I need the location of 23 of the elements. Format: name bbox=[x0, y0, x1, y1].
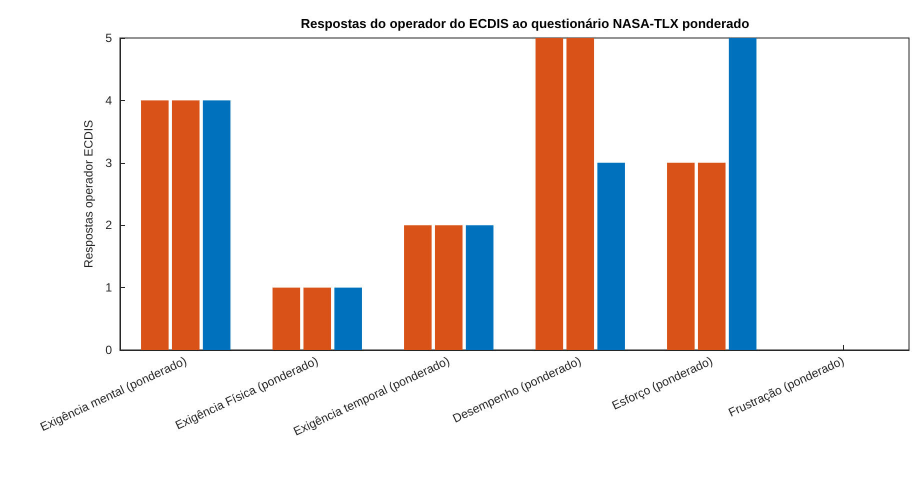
y-tick-label: 5 bbox=[105, 31, 112, 45]
bar bbox=[536, 38, 564, 350]
bar bbox=[272, 288, 300, 350]
bar bbox=[667, 162, 695, 350]
chart-title: Respostas do operador do ECDIS ao questionário NASA-TLX ponderado bbox=[300, 16, 750, 31]
y-tick-label: 1 bbox=[105, 280, 112, 295]
bar bbox=[202, 100, 230, 350]
bar bbox=[566, 38, 594, 350]
bar bbox=[728, 38, 756, 350]
bar bbox=[698, 162, 726, 350]
bar bbox=[404, 225, 432, 350]
bar bbox=[303, 288, 332, 350]
bar bbox=[434, 225, 463, 350]
y-axis-title: Respostas operador ECDIS bbox=[81, 120, 96, 268]
bar bbox=[466, 225, 494, 350]
bar bbox=[597, 162, 625, 350]
bar bbox=[141, 100, 169, 350]
y-tick-label: 4 bbox=[105, 93, 112, 108]
y-tick-label: 0 bbox=[105, 343, 112, 357]
bar bbox=[172, 100, 200, 350]
y-tick-label: 3 bbox=[105, 156, 112, 170]
y-tick-label: 2 bbox=[105, 218, 112, 232]
bar bbox=[334, 288, 362, 350]
